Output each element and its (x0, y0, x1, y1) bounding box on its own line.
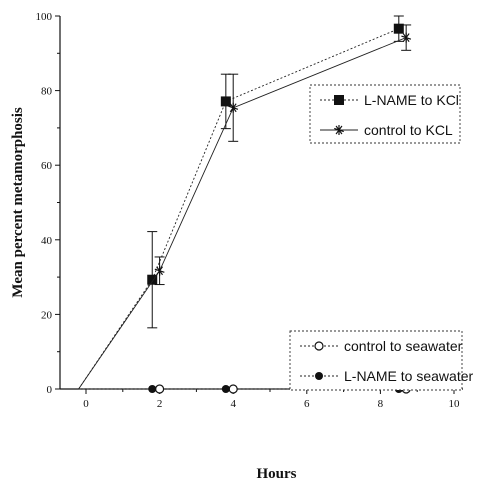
asterisk-stroke (156, 266, 164, 276)
series-line-control-to-kcl (78, 37, 407, 390)
legend-upper: L-NAME to KCl control to KCL (309, 84, 461, 144)
y-tick-label: 0 (47, 384, 53, 396)
y-tick-label: 20 (41, 309, 53, 321)
legend-lower: control to seawater L-NAME to seawater (289, 330, 473, 391)
data-point-control-to-seawater (228, 384, 238, 394)
series-line-l-name-to-kcl (78, 28, 399, 390)
y-tick-label: 60 (41, 160, 53, 172)
x-tick-label: 4 (230, 398, 236, 410)
legend-label: control to KCL (364, 122, 453, 138)
data-point-l-name-to-seawater (148, 385, 157, 393)
y-tick-label: 100 (36, 11, 53, 23)
legend-lower-frame (289, 330, 463, 391)
legend-marker (315, 372, 323, 380)
data-point-l-name-to-seawater (221, 385, 230, 393)
data-point-control-to-seawater (155, 384, 165, 394)
data-point-control-to-kcl (154, 265, 165, 276)
legend-label: L-NAME to KCl (364, 92, 459, 108)
legend-label: L-NAME to seawater (344, 368, 473, 384)
data-point-l-name-to-kcl (220, 96, 231, 107)
x-tick-label: 2 (157, 398, 163, 410)
legend-label: control to seawater (344, 338, 463, 354)
y-axis-title: Mean percent metamorphosis (10, 107, 26, 298)
y-tick-label: 40 (41, 235, 53, 247)
y-tick-label: 80 (41, 86, 53, 98)
asterisk-stroke (402, 33, 410, 43)
data-point-l-name-to-kcl (147, 274, 158, 285)
legend-marker (334, 125, 344, 135)
x-tick-label: 0 (83, 398, 89, 410)
asterisk-stroke (229, 103, 237, 113)
asterisk-stroke (335, 125, 343, 135)
data-point-control-to-kcl (401, 32, 412, 43)
x-tick-label: 6 (304, 398, 310, 410)
legend-marker (334, 95, 344, 105)
x-tick-label: 8 (378, 398, 384, 410)
x-axis-title: Hours (256, 466, 296, 482)
legends: L-NAME to KCl control to KCL control to se… (289, 84, 473, 391)
data-point-l-name-to-kcl (393, 23, 404, 34)
legend-upper-frame (309, 84, 461, 144)
x-tick-label: 10 (449, 398, 461, 410)
data-point-control-to-kcl (228, 102, 239, 113)
legend-marker (314, 341, 324, 351)
